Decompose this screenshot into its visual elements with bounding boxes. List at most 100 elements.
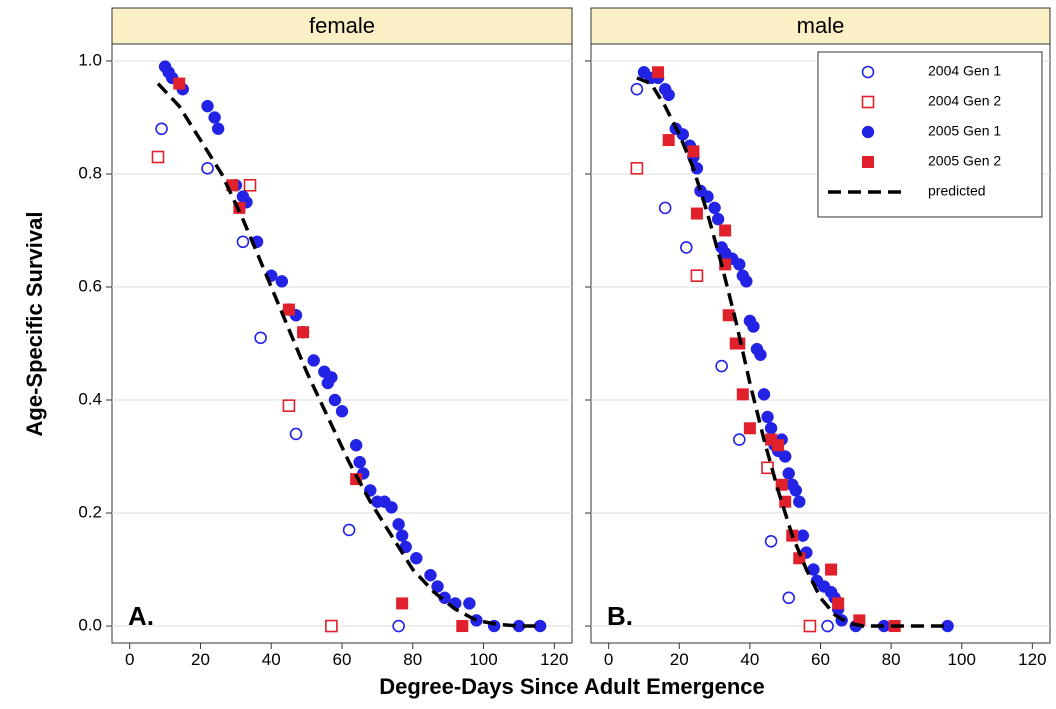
- x-tick-label: 80: [882, 650, 901, 669]
- data-point: [630, 82, 644, 96]
- data-point: [396, 597, 409, 610]
- data-point: [342, 523, 356, 537]
- data-point: [743, 422, 756, 435]
- legend-label: 2004 Gen 2: [928, 93, 1001, 109]
- data-point: [392, 619, 405, 633]
- series-2005-gen-2: [173, 77, 469, 633]
- data-point: [353, 455, 366, 469]
- data-point: [732, 433, 746, 446]
- data-point: [236, 235, 250, 249]
- data-point: [325, 619, 338, 633]
- data-point: [736, 388, 749, 401]
- x-tick-label: 40: [262, 650, 281, 669]
- data-point: [533, 619, 547, 633]
- data-point: [307, 354, 320, 367]
- legend-box: [817, 51, 1043, 218]
- series-group: [151, 60, 547, 633]
- data-point: [740, 275, 753, 288]
- data-point: [680, 241, 693, 254]
- data-point: [289, 427, 303, 441]
- data-point: [662, 88, 675, 102]
- legend-swatch: [861, 95, 875, 109]
- data-point: [282, 303, 295, 316]
- data-point: [757, 388, 771, 401]
- data-point: [772, 439, 785, 452]
- data-point: [825, 563, 838, 576]
- data-point: [424, 568, 437, 582]
- data-point: [782, 591, 796, 605]
- data-point: [254, 331, 267, 345]
- data-point: [456, 620, 469, 633]
- x-tick-label: 100: [469, 650, 497, 669]
- predicted-curve: [156, 82, 541, 628]
- data-point: [658, 201, 672, 215]
- data-point: [764, 534, 778, 548]
- y-tick-label: 0.0: [78, 616, 102, 635]
- data-point: [385, 501, 398, 514]
- legend-swatch: [861, 125, 875, 139]
- x-tick-label: 20: [191, 650, 210, 669]
- data-point: [325, 371, 338, 384]
- x-tick-label: 100: [948, 650, 976, 669]
- data-point: [243, 178, 257, 192]
- panel-label: A.: [128, 601, 154, 631]
- data-point: [392, 518, 405, 531]
- data-point: [395, 529, 409, 542]
- data-point: [349, 438, 363, 452]
- data-point: [821, 619, 834, 633]
- data-point: [155, 122, 168, 136]
- strip-label: female: [309, 13, 375, 38]
- data-point: [328, 393, 342, 407]
- data-point: [211, 122, 225, 136]
- series-2004-gen-1: [630, 82, 834, 633]
- data-point: [782, 467, 795, 480]
- data-point: [201, 162, 214, 175]
- legend-label: 2005 Gen 2: [928, 153, 1001, 169]
- y-tick-label: 0.6: [78, 276, 102, 295]
- legend-label: 2004 Gen 1: [928, 63, 1001, 79]
- data-point: [173, 77, 186, 90]
- data-point: [282, 399, 296, 412]
- x-tick-label: 60: [811, 650, 830, 669]
- y-tick-label: 0.2: [78, 503, 102, 522]
- data-point: [335, 405, 349, 418]
- data-point: [463, 597, 476, 610]
- data-point: [754, 348, 767, 362]
- strip-label: male: [797, 13, 845, 38]
- y-tick-label: 1.0: [78, 50, 102, 69]
- x-tick-label: 0: [125, 650, 134, 669]
- data-point: [778, 450, 792, 463]
- legend-swatch: [861, 65, 875, 79]
- data-point: [793, 495, 806, 508]
- data-point: [297, 326, 310, 339]
- x-tick-label: 80: [403, 650, 422, 669]
- x-axis-title: Degree-Days Since Adult Emergence: [379, 674, 765, 699]
- data-point: [803, 619, 817, 633]
- series-group: [630, 66, 954, 633]
- data-point: [761, 410, 774, 424]
- data-point: [208, 111, 221, 124]
- legend: 2004 Gen 1 2004 Gen 2 2005 Gen 1 2005 Gen 2…: [817, 51, 1043, 218]
- x-tick-label: 20: [670, 650, 689, 669]
- data-point: [708, 201, 721, 215]
- data-point: [764, 422, 778, 435]
- x-tick-label: 120: [1018, 650, 1046, 669]
- plot-area: [111, 43, 573, 644]
- data-point: [201, 99, 214, 113]
- series-2004-gen-1: [155, 122, 405, 633]
- x-tick-label: 120: [540, 650, 568, 669]
- panel-female: female 0 20 40 60 80 100 120 0.0 0.2 0.4 0.6 0.8 1.0 A…: [78, 7, 573, 669]
- x-tick-label: 60: [333, 650, 352, 669]
- y-tick-label: 0.4: [78, 389, 102, 408]
- data-point: [690, 207, 703, 220]
- data-point: [652, 66, 665, 79]
- data-point: [275, 275, 289, 288]
- legend-label: predicted: [928, 183, 986, 199]
- data-point: [687, 145, 700, 158]
- data-point: [733, 258, 746, 271]
- strip-female: [111, 7, 573, 45]
- data-point: [719, 224, 732, 237]
- data-point: [747, 320, 760, 333]
- data-point: [431, 580, 444, 593]
